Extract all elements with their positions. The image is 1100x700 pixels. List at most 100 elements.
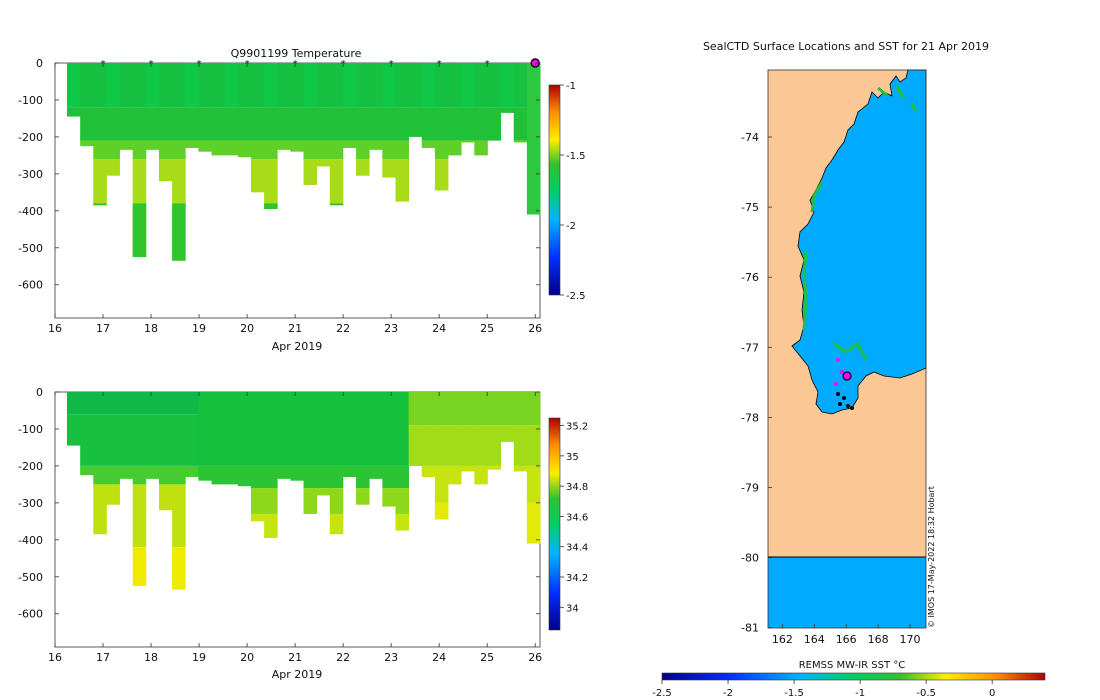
profile-cell xyxy=(329,465,344,489)
profile-cell xyxy=(158,140,173,160)
profile-cell xyxy=(185,140,199,148)
profile-cell xyxy=(434,140,449,160)
map-credit: © IMOS 17-May-2022 18:32 Hobart xyxy=(927,486,936,628)
profile-cell xyxy=(342,392,357,466)
sst-colorbar-tick-label: 0 xyxy=(989,688,995,699)
profile-cell xyxy=(132,392,147,415)
profile-cell xyxy=(461,107,475,141)
profile-cell xyxy=(106,63,120,108)
profile-cell xyxy=(316,159,331,167)
map-y-tick-label: -76 xyxy=(741,271,759,284)
map-x-tick-label: 162 xyxy=(772,633,793,646)
profile-cell xyxy=(421,425,436,466)
map-latitude-axis: -74 -75 -76 -77 -78 -79 -80 -81 xyxy=(741,131,772,635)
profile-cell xyxy=(303,488,318,514)
profile-cell xyxy=(198,107,212,141)
x-tick-label: 22 xyxy=(336,651,350,664)
profile-cell xyxy=(132,465,147,485)
profile-cell xyxy=(342,140,357,148)
seal-locations xyxy=(834,358,854,410)
profile-cell xyxy=(303,107,318,141)
y-tick-label: 0 xyxy=(36,386,43,399)
profile-cell xyxy=(172,140,186,160)
profile-cell xyxy=(185,392,199,415)
profile-cell xyxy=(474,392,488,426)
profile-cell xyxy=(132,547,147,587)
colorbar-tick-label: 35.2 xyxy=(566,422,588,433)
x-tick-label: 26 xyxy=(528,651,542,664)
profile-cell xyxy=(93,63,107,108)
profile-cell xyxy=(316,140,331,160)
x-tick-label: 17 xyxy=(96,322,110,335)
profile-cell xyxy=(290,107,304,141)
profile-cell xyxy=(526,392,541,426)
x-tick-label: 17 xyxy=(96,651,110,664)
salinity-x-axis-label: Apr 2019 xyxy=(272,668,323,681)
x-tick-label: 24 xyxy=(432,322,446,335)
profile-cell xyxy=(487,465,501,470)
temperature-section-data xyxy=(67,63,541,261)
profile-cell xyxy=(290,392,304,466)
profile-cell xyxy=(198,140,212,152)
profile-cell xyxy=(158,159,173,182)
profile-cell xyxy=(369,392,383,466)
profile-cell xyxy=(316,465,331,489)
salinity-y-axis: 0 -100 -200 -300 -400 -500 -600 xyxy=(18,386,540,621)
x-tick-label: 16 xyxy=(48,651,62,664)
colorbar-tick-label: -1.5 xyxy=(566,151,586,162)
y-tick-label: -400 xyxy=(18,534,43,547)
profile-cell xyxy=(224,107,239,141)
sst-map: SealCTD Surface Locations and SST for 21… xyxy=(652,40,1046,699)
profile-cell xyxy=(356,488,370,505)
profile-cell xyxy=(250,392,265,466)
profile-cell xyxy=(250,513,265,522)
profile-cell xyxy=(329,159,344,206)
profile-cell xyxy=(329,63,344,108)
profile-cell xyxy=(93,159,107,206)
profile-cell xyxy=(356,140,370,160)
profile-cell xyxy=(500,425,515,442)
x-tick-label: 20 xyxy=(240,322,254,335)
seal-location-marker xyxy=(834,382,838,386)
profile-cell xyxy=(356,159,370,176)
profile-cell xyxy=(329,392,344,466)
profile-cell xyxy=(277,63,291,108)
profile-cell xyxy=(526,502,541,544)
profile-cell xyxy=(80,414,94,466)
profile-cell xyxy=(172,547,186,590)
profile-cell xyxy=(119,414,134,466)
profile-cell xyxy=(421,392,436,426)
profile-cell xyxy=(408,63,423,108)
profile-cell xyxy=(264,140,278,160)
profile-cell xyxy=(119,63,134,108)
profile-cell xyxy=(513,63,528,108)
y-tick-label: -100 xyxy=(18,94,43,107)
profile-cell xyxy=(106,484,120,505)
y-tick-label: -100 xyxy=(18,423,43,436)
profile-cell xyxy=(211,107,226,141)
profile-cell xyxy=(172,203,186,261)
profile-cell xyxy=(408,392,423,426)
x-tick-label: 19 xyxy=(192,322,206,335)
profile-cell xyxy=(487,63,501,108)
map-coast-green xyxy=(802,85,918,361)
profile-cell xyxy=(369,63,383,108)
profile-cell xyxy=(303,465,318,489)
seal-location-track xyxy=(836,392,840,396)
profile-cell xyxy=(224,465,239,485)
profile-cell xyxy=(264,392,278,466)
profile-cell xyxy=(93,140,107,160)
profile-cell xyxy=(172,465,186,485)
map-y-tick-label: -78 xyxy=(741,411,759,424)
colorbar-tick-label: 34.8 xyxy=(566,482,588,493)
x-tick-label: 26 xyxy=(528,322,542,335)
profile-cell xyxy=(513,107,528,141)
profile-cell xyxy=(224,392,239,466)
x-tick-label: 18 xyxy=(144,322,158,335)
profile-cell xyxy=(356,107,370,141)
profile-cell xyxy=(434,63,449,108)
profile-cell xyxy=(158,63,173,108)
seal-location-marker xyxy=(840,370,844,374)
profile-cell xyxy=(303,140,318,160)
profile-cell xyxy=(211,140,226,156)
